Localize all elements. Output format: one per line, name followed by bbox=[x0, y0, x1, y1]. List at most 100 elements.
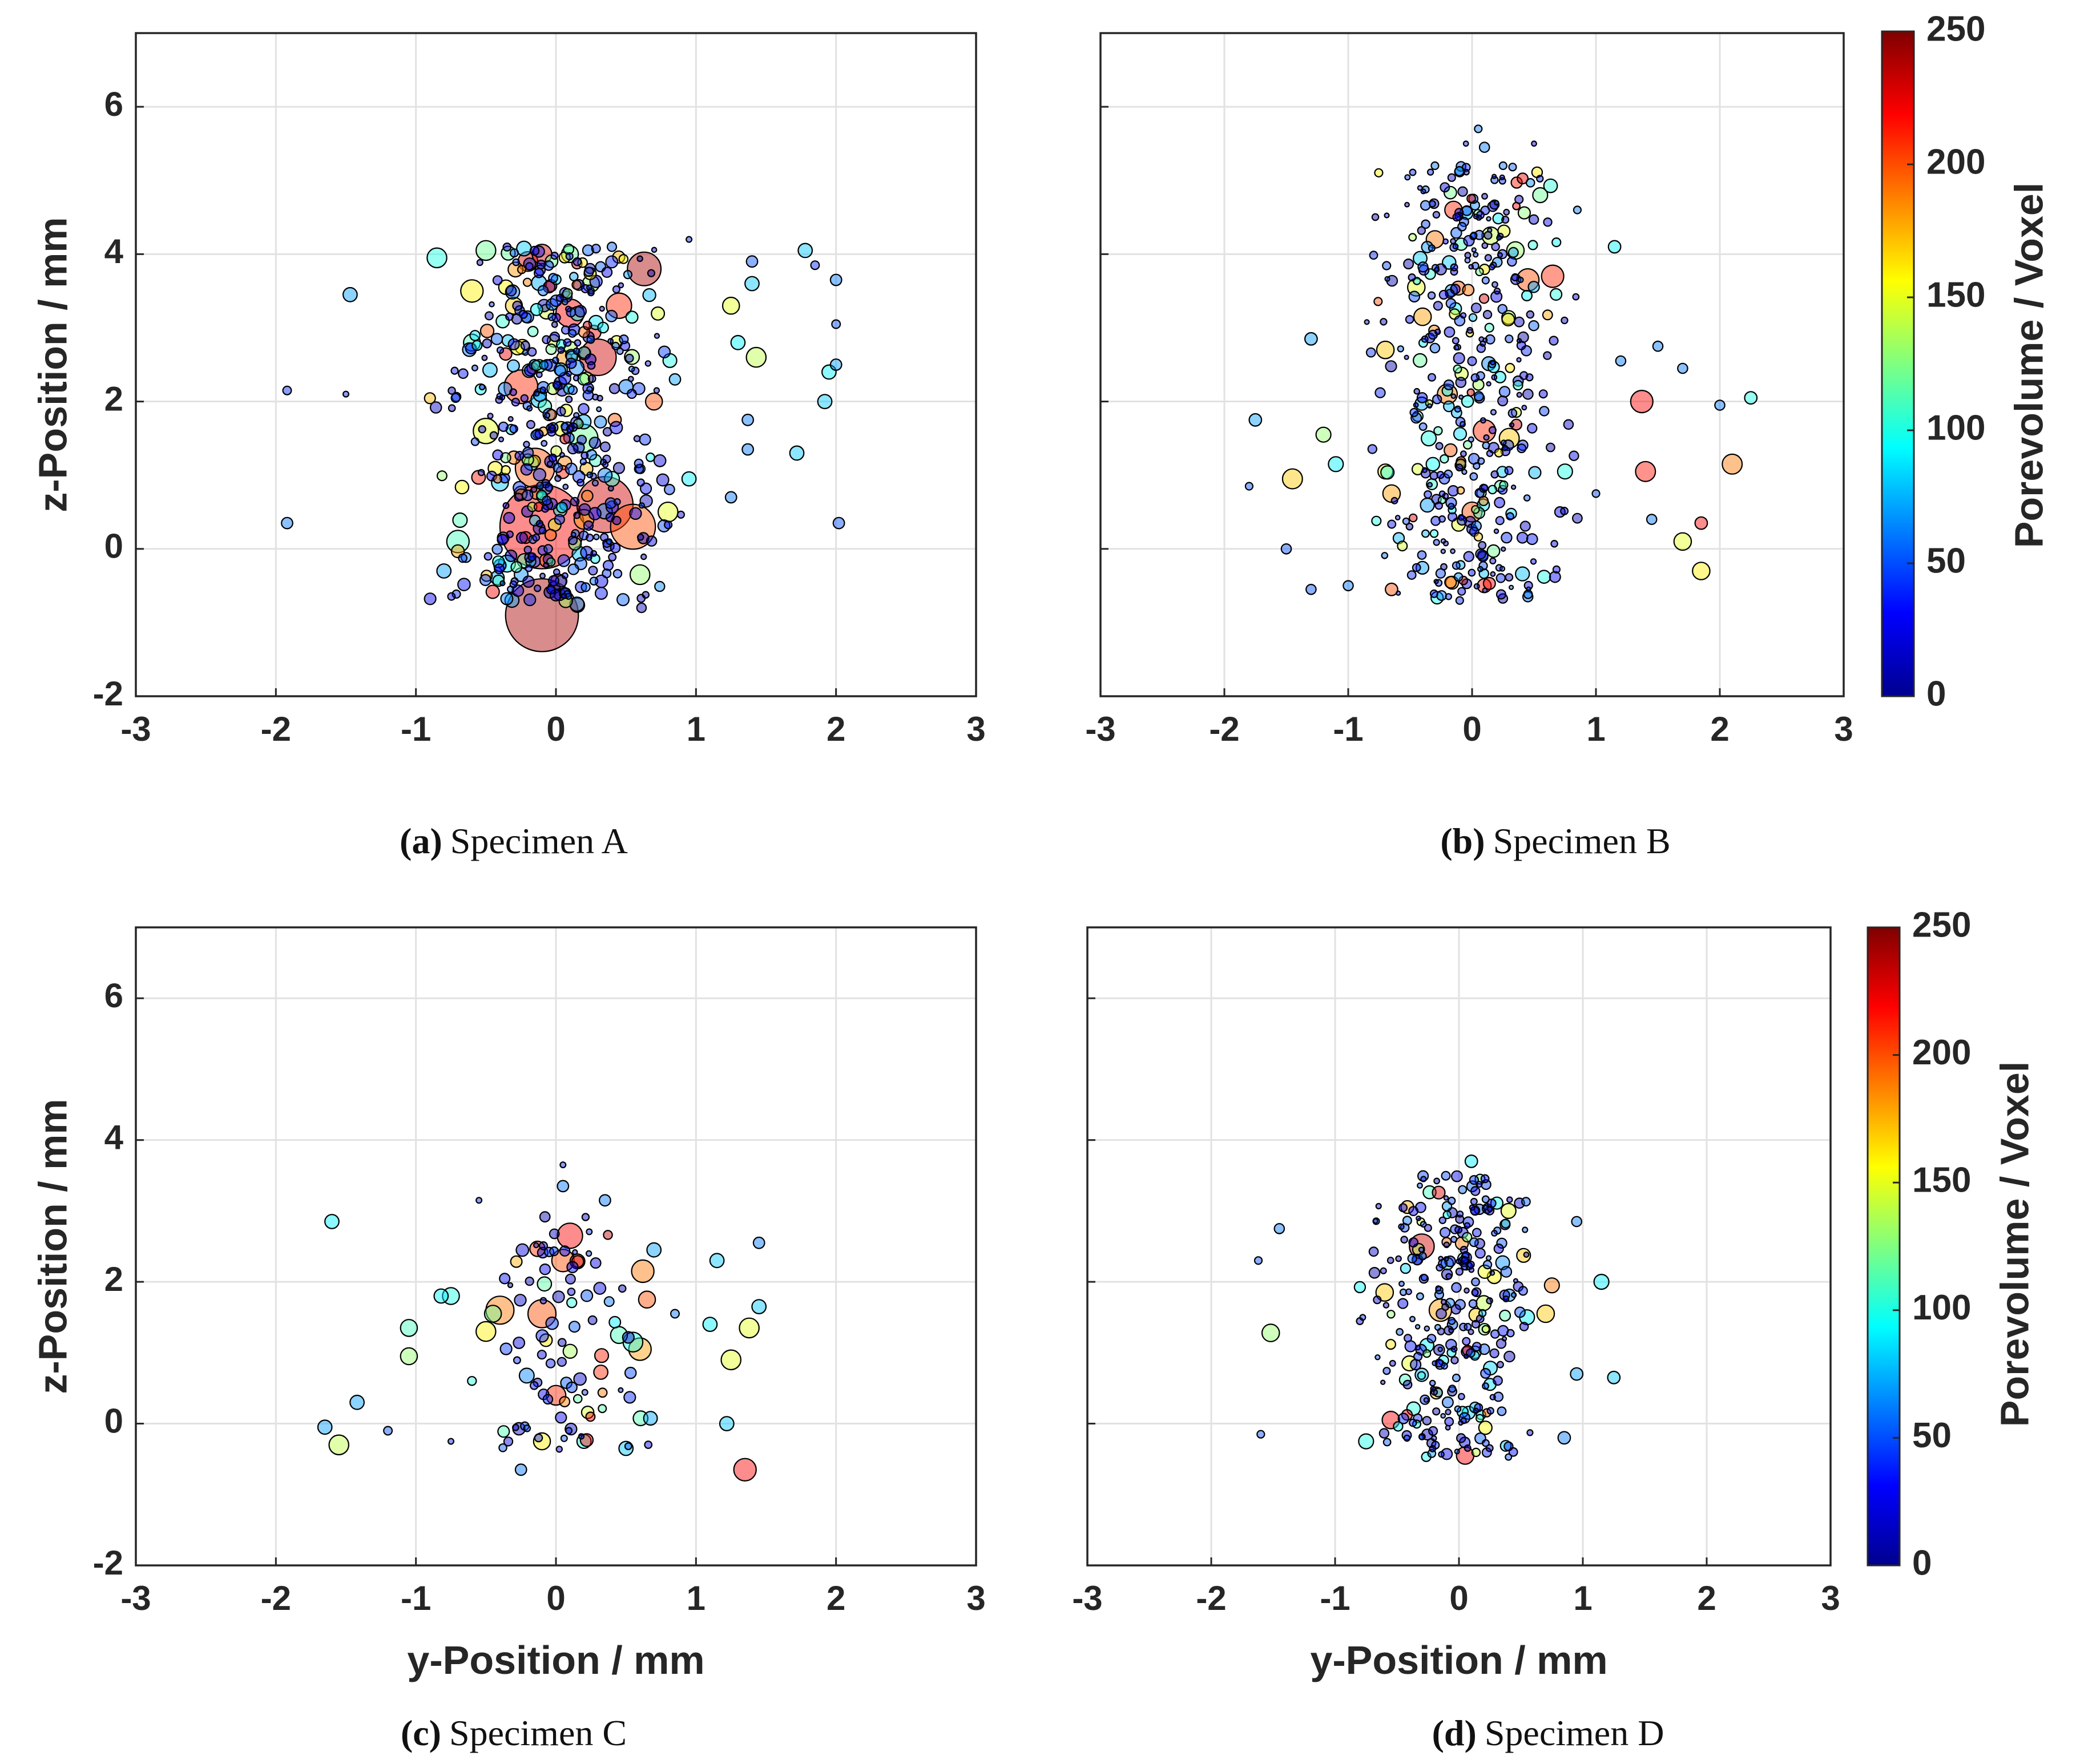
pore-point bbox=[1305, 584, 1317, 595]
pore-point bbox=[1417, 185, 1423, 191]
pore-point bbox=[1452, 337, 1460, 345]
pore-point bbox=[324, 1214, 340, 1229]
pore-point bbox=[545, 498, 558, 510]
pore-point bbox=[1421, 219, 1430, 229]
pore-point bbox=[1417, 226, 1426, 235]
pore-point bbox=[1413, 387, 1420, 395]
pore-point bbox=[557, 1338, 567, 1347]
panel-d: -3 -2 -1 0 1 2 3 y-Position / mm bbox=[1072, 926, 1840, 1682]
pore-point bbox=[545, 1358, 556, 1369]
pore-point bbox=[1450, 407, 1462, 419]
pore-point bbox=[1425, 457, 1441, 472]
pore-point bbox=[1422, 1416, 1432, 1426]
pore-point bbox=[502, 243, 512, 252]
pore-point bbox=[1593, 1274, 1610, 1290]
pore-point bbox=[574, 339, 582, 347]
pore-point bbox=[483, 552, 493, 561]
pore-point bbox=[1445, 1424, 1451, 1431]
pore-point bbox=[1409, 407, 1419, 417]
pore-point bbox=[1494, 370, 1507, 384]
pore-point bbox=[1441, 1448, 1453, 1460]
pore-point bbox=[557, 1180, 570, 1193]
pore-point bbox=[745, 346, 767, 368]
pore-point bbox=[1443, 185, 1457, 200]
pore-point bbox=[604, 497, 617, 509]
pore-point bbox=[476, 259, 483, 267]
pore-point bbox=[510, 1255, 523, 1268]
pore-point bbox=[1428, 244, 1436, 252]
pore-point bbox=[1380, 318, 1388, 326]
pore-point bbox=[1382, 1302, 1390, 1309]
pore-point bbox=[570, 496, 580, 507]
pore-point bbox=[610, 503, 656, 550]
x-tick-label: 1 bbox=[1573, 1579, 1592, 1617]
pore-point bbox=[1502, 1295, 1510, 1303]
pore-point bbox=[586, 284, 592, 290]
pore-point bbox=[1463, 551, 1474, 562]
pore-point bbox=[636, 255, 643, 263]
pore-point bbox=[533, 1432, 551, 1451]
pore-point bbox=[653, 454, 667, 467]
pore-point bbox=[681, 471, 697, 487]
pore-point bbox=[1502, 445, 1509, 451]
pore-point bbox=[1464, 1287, 1470, 1294]
pore-point bbox=[626, 389, 637, 399]
pore-point bbox=[1432, 394, 1442, 405]
pore-point bbox=[624, 349, 640, 365]
pore-point bbox=[447, 1438, 454, 1445]
pore-point bbox=[1454, 1448, 1460, 1455]
pore-point bbox=[628, 365, 635, 373]
pore-point bbox=[561, 592, 567, 599]
pore-point bbox=[509, 424, 518, 434]
pore-point bbox=[1525, 177, 1535, 188]
pore-point bbox=[1569, 450, 1579, 461]
pore-point bbox=[663, 520, 673, 530]
pore-point bbox=[562, 288, 573, 299]
pore-point bbox=[1490, 1329, 1500, 1339]
pore-point bbox=[1475, 548, 1486, 560]
pore-point bbox=[642, 591, 650, 599]
pore-point bbox=[1421, 467, 1428, 473]
pore-point bbox=[1744, 391, 1758, 405]
pore-point bbox=[1507, 408, 1518, 418]
pore-point bbox=[1480, 1174, 1490, 1184]
pore-point bbox=[450, 366, 459, 375]
pore-point bbox=[1384, 582, 1398, 596]
points-d bbox=[1253, 1154, 1621, 1465]
pore-point bbox=[1404, 201, 1410, 208]
pore-point bbox=[507, 338, 520, 350]
pore-point bbox=[557, 1357, 567, 1367]
pore-point bbox=[1477, 457, 1485, 465]
pore-point bbox=[1461, 1232, 1473, 1243]
pore-point bbox=[1514, 316, 1525, 328]
pore-point bbox=[623, 270, 633, 280]
pore-point bbox=[551, 357, 559, 364]
pore-point bbox=[642, 288, 656, 302]
pore-point bbox=[450, 393, 461, 403]
pore-point bbox=[1448, 503, 1455, 510]
pore-point bbox=[1424, 1224, 1432, 1232]
pore-point bbox=[581, 582, 591, 592]
colorbar-tick-label: 200 bbox=[1926, 142, 1985, 181]
pore-point bbox=[1462, 284, 1475, 297]
pore-point bbox=[1481, 1439, 1490, 1447]
pore-point bbox=[1480, 417, 1486, 424]
colorbar-tick-label: 150 bbox=[1912, 1161, 1971, 1200]
pore-point bbox=[1395, 1255, 1402, 1262]
pore-point bbox=[1408, 273, 1416, 282]
pore-point bbox=[720, 1349, 742, 1371]
colorbar-top-gradient bbox=[1881, 30, 1915, 697]
pore-point bbox=[542, 495, 552, 506]
pore-point bbox=[1526, 423, 1538, 434]
pore-point bbox=[1371, 515, 1382, 526]
pore-point bbox=[1429, 1379, 1436, 1387]
pore-point bbox=[1369, 251, 1378, 260]
pore-point bbox=[342, 286, 358, 302]
pore-point bbox=[383, 1426, 393, 1436]
pore-point bbox=[1445, 298, 1457, 309]
pore-point bbox=[507, 1282, 514, 1289]
pore-point bbox=[1434, 328, 1441, 336]
pore-point bbox=[1315, 426, 1332, 443]
pore-point bbox=[1367, 444, 1377, 454]
